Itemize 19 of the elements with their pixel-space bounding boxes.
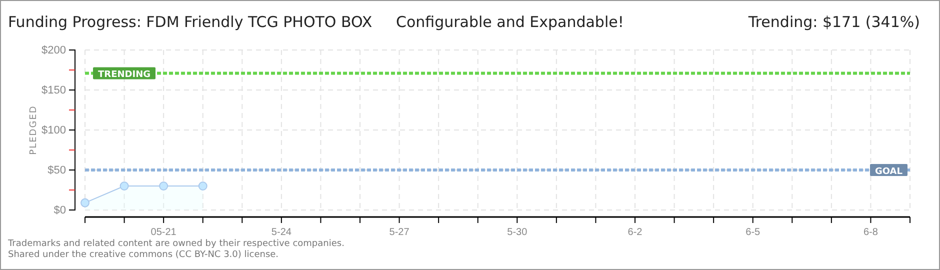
x-tick-label: 6-2	[628, 227, 643, 238]
x-tick-label: 05-21	[150, 227, 177, 238]
x-tick-label: 6-8	[863, 227, 878, 238]
chart-subtitle: Trending: $171 (341%)	[747, 13, 920, 31]
x-tick-label: 6-5	[746, 227, 761, 238]
x-tick-label: 5-24	[271, 227, 292, 238]
y-tick-label: $200	[42, 44, 66, 57]
x-tick-label: 5-27	[389, 227, 410, 238]
y-tick-label: $100	[42, 124, 66, 137]
x-tick-label: 5-30	[507, 227, 528, 238]
text: Trademarks and related content are owned by their respective companies.	[7, 239, 344, 249]
y-axis-title: PLEDGED	[29, 105, 39, 155]
text: Shared under the creative commons (CC BY-NC 3.0) license.	[8, 250, 279, 260]
chart-title: Funding Progress: FDM Friendly TCG PHOTO BOX Configurable and Expandable!	[8, 13, 624, 31]
ref-line-label: GOAL	[875, 167, 903, 177]
y-tick-label: $0	[54, 204, 66, 217]
y-tick-label: $150	[42, 84, 66, 97]
y-tick-label: $50	[48, 164, 66, 177]
ref-line-label: TRENDING	[98, 70, 150, 80]
